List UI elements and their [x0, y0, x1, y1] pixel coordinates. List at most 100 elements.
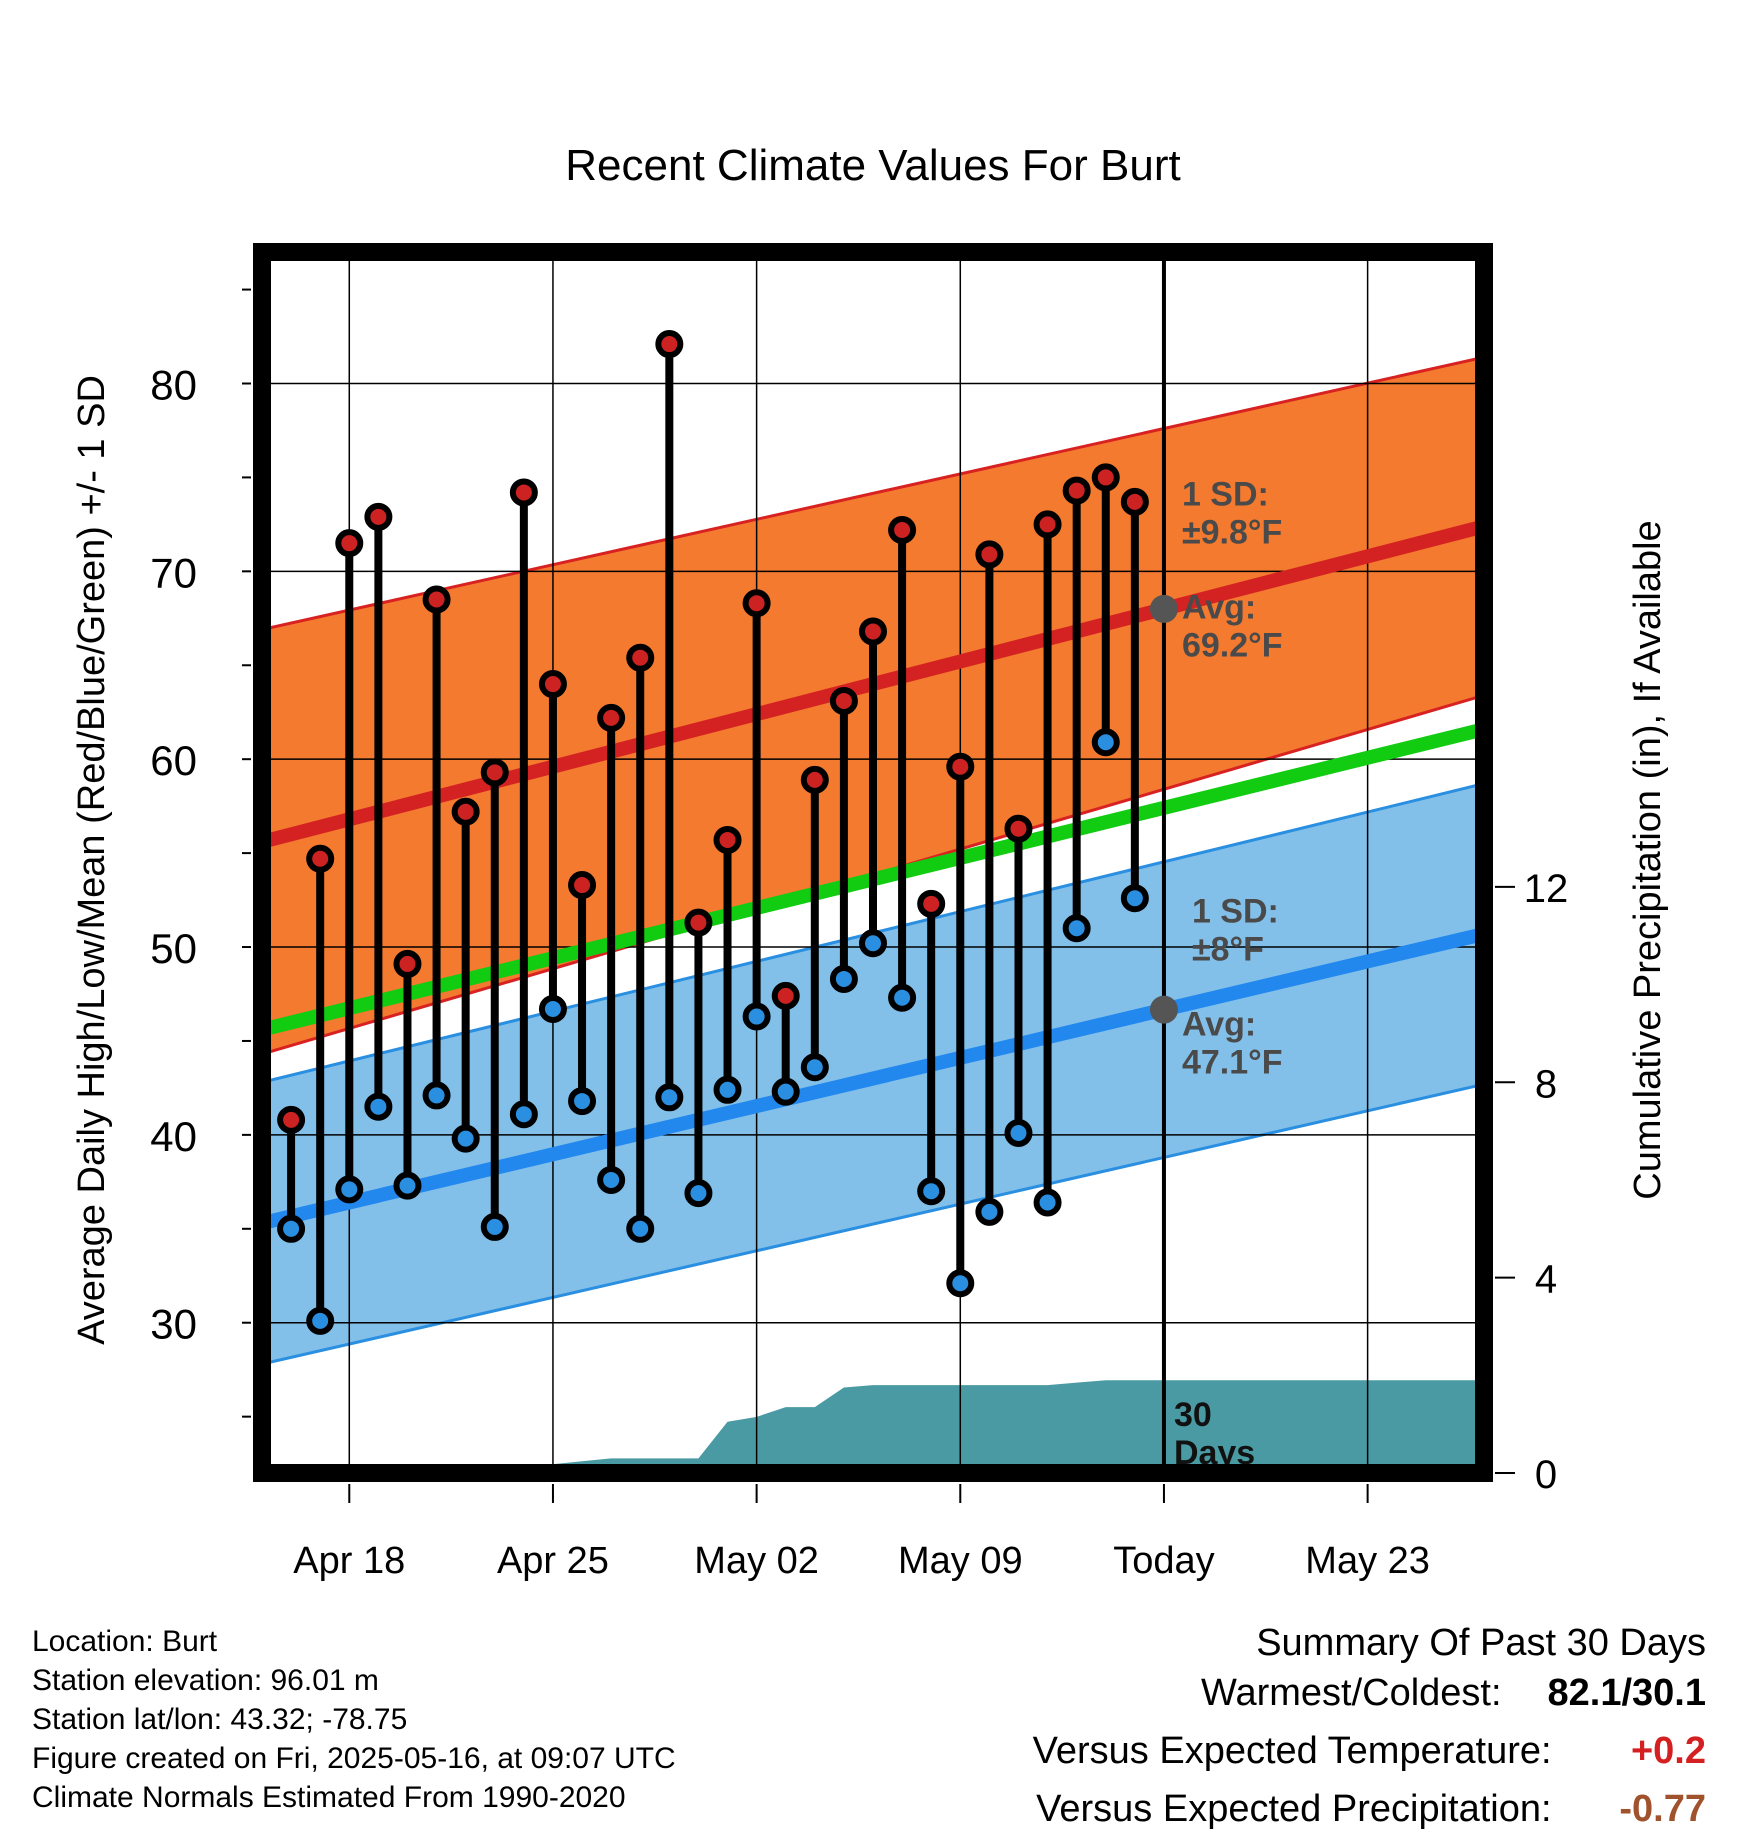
precip-anomaly-label: Versus Expected Precipitation:	[1036, 1788, 1552, 1830]
annotation-line2: ±9.8°F	[1182, 514, 1282, 552]
low-temp-point	[538, 995, 567, 1024]
y-tick-label: 80	[150, 361, 197, 408]
annotation-line2: ±8°F	[1192, 931, 1264, 969]
location-text: Location: Burt	[32, 1625, 218, 1658]
precip-area	[262, 1380, 1484, 1473]
annotation-line1: Avg:	[1182, 1005, 1256, 1043]
normals-text: Climate Normals Estimated From 1990-2020	[32, 1781, 626, 1814]
high-temp-point	[277, 1105, 306, 1134]
low-temp-point	[1062, 914, 1091, 943]
low-temp-point	[451, 1124, 480, 1153]
y-tick-label: 40	[150, 1113, 197, 1160]
created-text: Figure created on Fri, 2025-05-16, at 09…	[32, 1742, 676, 1775]
high-temp-point	[538, 670, 567, 699]
high-temp-point	[364, 502, 393, 531]
high-temp-point	[422, 585, 451, 614]
high-temp-point	[917, 889, 946, 918]
low-temp-point	[917, 1177, 946, 1206]
high-temp-point	[684, 908, 713, 937]
high-temp-point	[451, 797, 480, 826]
low-temp-point	[306, 1306, 335, 1335]
plot-frame	[253, 243, 1493, 1482]
y-tick-label: 50	[150, 925, 197, 972]
annotation-line1: 1 SD:	[1192, 893, 1279, 931]
high-temp-point	[568, 871, 597, 900]
annotation-line1: 1 SD:	[1182, 476, 1269, 514]
low-temp-point	[393, 1171, 422, 1200]
low-temp-point	[946, 1269, 975, 1298]
y-tick-label: 30	[150, 1301, 197, 1348]
high-temp-point	[1004, 814, 1033, 843]
x-tick-label: May 23	[1305, 1540, 1430, 1582]
high-temp-point	[800, 765, 829, 794]
high-temp-point	[888, 516, 917, 545]
high-temp-point	[829, 686, 858, 715]
temp-anomaly-value: +0.2	[1630, 1730, 1706, 1772]
annotation-line2: 47.1°F	[1182, 1043, 1283, 1081]
high-temp-point	[597, 703, 626, 732]
x-tick-label: Apr 25	[497, 1540, 609, 1582]
low-temp-point	[626, 1214, 655, 1243]
high-temp-point	[742, 589, 771, 618]
x-tick-label: Today	[1113, 1540, 1214, 1582]
summary-heading: Summary Of Past 30 Days	[1256, 1622, 1706, 1664]
warm-cold-label: Warmest/Coldest:	[1200, 1672, 1502, 1714]
low-temp-point	[1004, 1118, 1033, 1147]
normal-low-line	[262, 927, 1484, 1230]
high-temp-point	[713, 825, 742, 854]
y2-tick-label: 0	[1535, 1453, 1557, 1497]
high-temp-point	[859, 617, 887, 646]
high-temp-point	[975, 540, 1004, 569]
high-temp-point	[1120, 487, 1149, 516]
low-temp-point	[335, 1175, 364, 1204]
low-temp-point	[1033, 1188, 1062, 1217]
station-info: Location: Burt Station elevation: 96.01 …	[32, 1622, 676, 1817]
high-temp-point	[655, 330, 684, 359]
elevation-text: Station elevation: 96.01 m	[32, 1664, 379, 1697]
high-temp-point	[480, 758, 509, 787]
high-temp-point	[771, 981, 800, 1010]
low-temp-point	[859, 929, 887, 958]
chart-title: Recent Climate Values For Burt	[565, 141, 1180, 190]
high-temp-point	[509, 478, 538, 507]
y-axis-label: Average Daily High/Low/Mean (Red/Blue/Gr…	[71, 375, 113, 1345]
high-temp-point	[393, 949, 422, 978]
low-temp-point	[1120, 884, 1149, 913]
low-sd-lower-edge	[262, 1082, 1484, 1366]
high-temp-point	[1091, 463, 1120, 492]
y2-axis-label: Cumulative Precipitation (in), If Availa…	[1627, 520, 1669, 1199]
high-temp-point	[1033, 510, 1062, 539]
latlon-text: Station lat/lon: 43.32; -78.75	[32, 1703, 408, 1736]
high-temp-point	[626, 643, 655, 672]
y2-tick-label: 12	[1524, 867, 1569, 911]
low-temp-point	[364, 1092, 393, 1121]
y2-tick-label: 4	[1535, 1258, 1557, 1302]
low-temp-point	[655, 1083, 684, 1112]
x-tick-label: May 02	[694, 1540, 819, 1582]
low-temp-point	[480, 1212, 509, 1241]
low-temp-point	[1091, 728, 1120, 757]
low-temp-point	[277, 1214, 306, 1243]
warm-cold-value: 82.1/30.1	[1547, 1672, 1706, 1714]
y-tick-label: 70	[150, 549, 197, 596]
high-temp-point	[306, 844, 335, 873]
annotation-line1: Avg:	[1182, 588, 1256, 626]
low-temp-point	[829, 964, 858, 993]
low-temp-point	[597, 1165, 626, 1194]
low-temp-point	[888, 983, 917, 1012]
high-sd-upper-edge	[262, 355, 1484, 632]
today-low-avg-marker	[1149, 995, 1178, 1024]
low-temp-point	[771, 1077, 800, 1106]
low-temp-point	[742, 1002, 771, 1031]
low-temp-point	[509, 1100, 538, 1129]
summary-panel: Summary Of Past 30 Days Warmest/Coldest:…	[1033, 1618, 1706, 1842]
high-temp-point	[335, 529, 364, 558]
low-temp-point	[800, 1053, 829, 1082]
precip-anomaly-value: -0.77	[1619, 1788, 1706, 1830]
temp-anomaly-label: Versus Expected Temperature:	[1032, 1730, 1552, 1772]
y-tick-label: 60	[150, 737, 197, 784]
x-tick-label: May 09	[898, 1540, 1023, 1582]
annotation-line2: 69.2°F	[1182, 626, 1283, 664]
low-temp-point	[975, 1197, 1004, 1226]
